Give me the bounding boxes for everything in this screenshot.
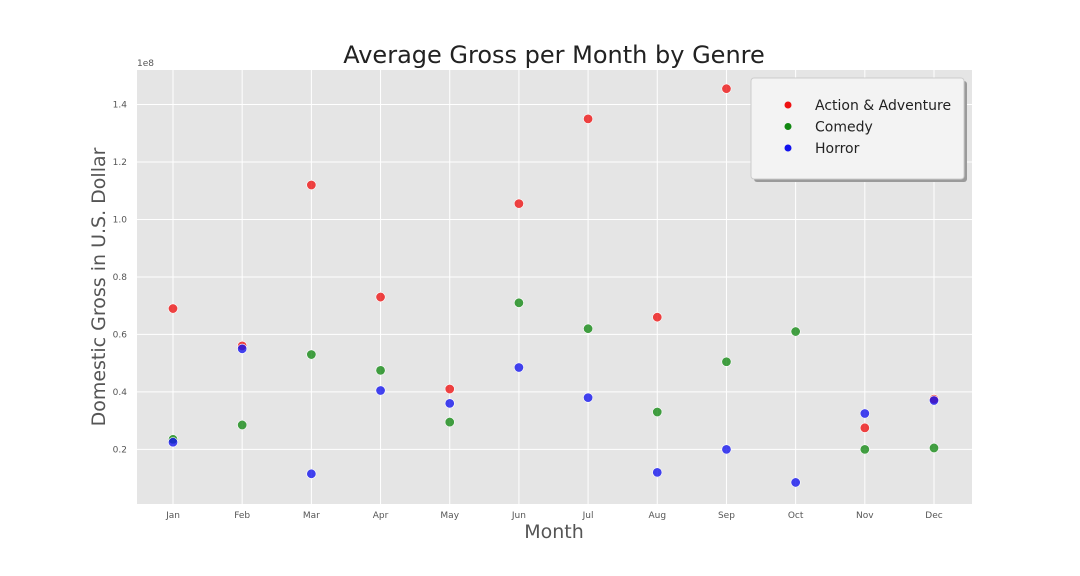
x-tick-label: Apr — [373, 511, 389, 521]
data-point — [583, 113, 594, 124]
data-point — [928, 395, 939, 406]
data-point — [583, 392, 594, 403]
data-point — [306, 468, 317, 479]
data-point — [444, 398, 455, 409]
data-point — [859, 422, 870, 433]
data-point — [652, 312, 663, 323]
data-point — [652, 407, 663, 418]
data-point — [375, 385, 386, 396]
legend-marker — [784, 101, 792, 109]
y-tick-label: 0.6 — [113, 330, 128, 340]
data-point — [859, 444, 870, 455]
y-offset-label: 1e8 — [137, 59, 154, 69]
legend-box — [750, 77, 965, 180]
data-point — [168, 437, 179, 448]
x-tick-label: Jan — [165, 511, 180, 521]
y-tick-label: 0.8 — [113, 273, 128, 283]
data-point — [444, 417, 455, 428]
y-tick-label: 1.2 — [113, 158, 127, 168]
data-points — [168, 83, 939, 488]
legend-label: Action & Adventure — [815, 98, 951, 114]
x-tick-label: May — [440, 511, 459, 521]
data-point — [513, 362, 524, 373]
x-tick-label: Sep — [718, 511, 735, 521]
x-tick-label: Dec — [925, 511, 942, 521]
data-point — [583, 323, 594, 334]
data-point — [513, 198, 524, 209]
data-point — [168, 303, 179, 314]
y-tick-label: 1.0 — [113, 215, 128, 225]
data-point — [375, 365, 386, 376]
data-point — [721, 356, 732, 367]
data-point — [513, 297, 524, 308]
chart-title: Average Gross per Month by Genre — [343, 41, 765, 69]
x-tick-labels: Jan Feb Mar Apr May Jun Jul Aug Sep Oct Nov Dec — [165, 511, 943, 521]
data-point — [306, 179, 317, 190]
data-point — [721, 444, 732, 455]
data-point — [652, 467, 663, 478]
data-point — [790, 326, 801, 337]
x-tick-label: Aug — [648, 511, 666, 521]
data-point — [444, 384, 455, 395]
data-point — [237, 343, 248, 354]
y-tick-label: 1.4 — [113, 100, 128, 110]
legend-label: Comedy — [815, 120, 873, 136]
legend-marker — [784, 144, 792, 152]
data-point — [721, 83, 732, 94]
y-tick-labels: 0.2 0.4 0.6 0.8 1.0 1.2 1.4 — [113, 100, 128, 455]
x-tick-label: Nov — [856, 511, 874, 521]
x-tick-label: Oct — [788, 511, 804, 521]
data-point — [237, 419, 248, 430]
data-point — [928, 442, 939, 453]
x-tick-label: Jul — [582, 511, 594, 521]
grid-lines — [137, 70, 972, 504]
data-point — [306, 349, 317, 360]
x-axis-label: Month — [524, 521, 584, 543]
y-tick-label: 0.4 — [113, 388, 128, 398]
legend: Action & Adventure Comedy Horror — [750, 77, 967, 182]
y-tick-label: 0.2 — [113, 445, 127, 455]
y-axis-label: Domestic Gross in U.S. Dollar — [88, 147, 110, 426]
data-point — [859, 408, 870, 419]
legend-marker — [784, 123, 792, 130]
data-point — [790, 477, 801, 488]
x-tick-label: Mar — [303, 511, 320, 521]
x-tick-label: Jun — [511, 511, 526, 521]
legend-label: Horror — [815, 141, 860, 157]
x-tick-label: Feb — [234, 511, 250, 521]
data-point — [375, 292, 386, 303]
